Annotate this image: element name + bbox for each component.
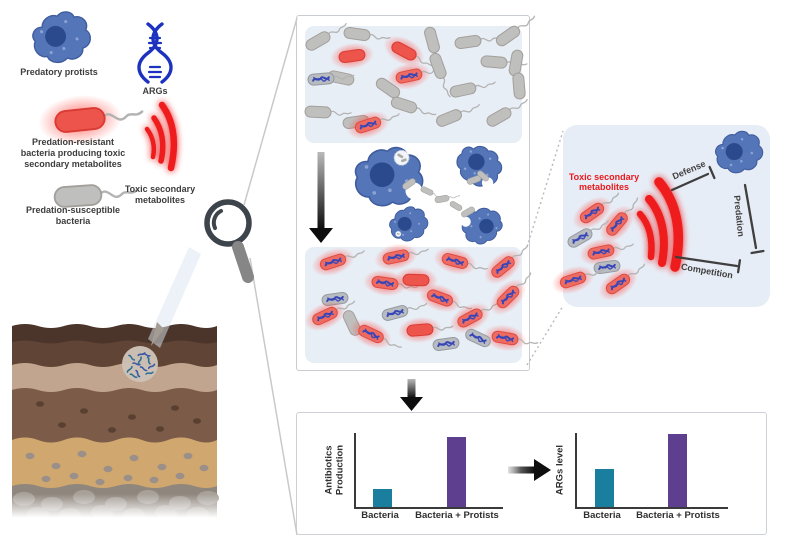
antibiotics-chart-plot [354, 433, 503, 509]
sample-microbe [135, 369, 141, 378]
sample-microbe [145, 371, 154, 375]
soil-layer [12, 324, 217, 518]
before-predation-section [305, 26, 522, 143]
sample-microbe [126, 365, 133, 373]
bar-bacteria-plus-protists [447, 436, 466, 507]
results-charts-panel: Bacteria Bacteria + Protists Antibiotics… [296, 412, 767, 535]
magnification-projection-lines [243, 17, 298, 536]
soil-cross-section [8, 324, 221, 522]
soil-layer [12, 437, 217, 518]
sample-microbe [132, 362, 141, 366]
magnified-community-panel [296, 15, 530, 371]
sample-pointer-cone [151, 322, 164, 346]
soil-layer [12, 340, 217, 518]
x-tick-bacteria-protists: Bacteria + Protists [636, 510, 720, 521]
y-axis-label-args: ARGs level [554, 444, 566, 496]
toxic-metabolites-icon [144, 101, 178, 172]
legend-label-toxic-metabolites: Toxic secondary metabolites [124, 184, 196, 205]
flagellum [101, 110, 144, 121]
right-panel-title: Toxic secondary metabolites [568, 172, 640, 193]
magnifier-icon [204, 199, 254, 283]
x-tick-bacteria: Bacteria [361, 510, 399, 521]
x-tick-bacteria: Bacteria [583, 510, 621, 521]
sample-microbe [139, 366, 148, 372]
legend-label-predation-resistant: Predation-resistant bacteria producing t… [20, 137, 126, 169]
panel-to-charts-arrow [400, 379, 423, 411]
legend-label-predation-susceptible: Predation-susceptible bacteria [25, 205, 121, 226]
sample-microbe [129, 373, 138, 379]
sample-microbe [137, 356, 142, 365]
sample-microbe [128, 354, 136, 361]
bar-bacteria [595, 469, 614, 507]
legend-label-predatory-protists: Predatory protists [20, 67, 98, 77]
soil-layer [12, 388, 217, 518]
protist-nucleus [45, 25, 67, 47]
legend-label-args: ARGs [142, 86, 168, 96]
callout-dotted-lines [526, 130, 564, 366]
args-dna-icon [137, 22, 173, 84]
y-axis-label-antibiotics: Antibiotics Production [323, 444, 345, 496]
soil-layer [12, 363, 217, 518]
magnifier-beam [148, 247, 201, 348]
soil-layer [12, 484, 217, 518]
sample-microbe [147, 363, 156, 370]
args-chart-plot [575, 433, 728, 509]
bar-bacteria-plus-protists [668, 434, 687, 507]
sample-microbe [142, 352, 151, 357]
sample-microbe [146, 356, 151, 365]
sample-microbe [137, 352, 146, 357]
legend-protist-icon [29, 8, 94, 67]
after-predation-section [305, 247, 522, 363]
x-tick-bacteria-protists: Bacteria + Protists [415, 510, 499, 521]
soil-sample-circle [122, 346, 158, 382]
bar-bacteria [373, 488, 392, 507]
